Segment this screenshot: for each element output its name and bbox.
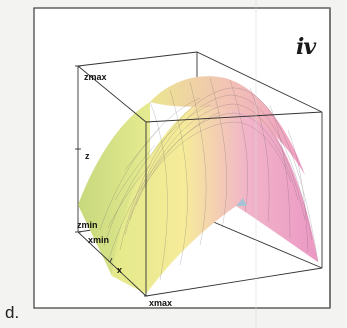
surface-left-face bbox=[78, 102, 150, 276]
surface-cap bbox=[150, 76, 305, 175]
paraboloid-surface bbox=[78, 76, 319, 294]
z-axis-min-label: zmin bbox=[77, 220, 98, 230]
surface-mesh bbox=[99, 77, 319, 281]
x-axis-label: x bbox=[117, 265, 123, 275]
z-axis-label: z bbox=[85, 151, 90, 161]
z-axis-max-label: zmax bbox=[84, 72, 107, 82]
axis-ticks bbox=[75, 65, 148, 297]
bounding-box-front bbox=[77, 65, 323, 297]
surface-underside bbox=[236, 198, 247, 206]
x-axis-min-label: xmin bbox=[88, 235, 110, 245]
x-axis-max-label: xmax bbox=[149, 298, 173, 308]
figure-roman-label: iv bbox=[296, 34, 316, 60]
surface-front-face bbox=[112, 94, 318, 294]
option-letter: d. bbox=[5, 303, 20, 322]
